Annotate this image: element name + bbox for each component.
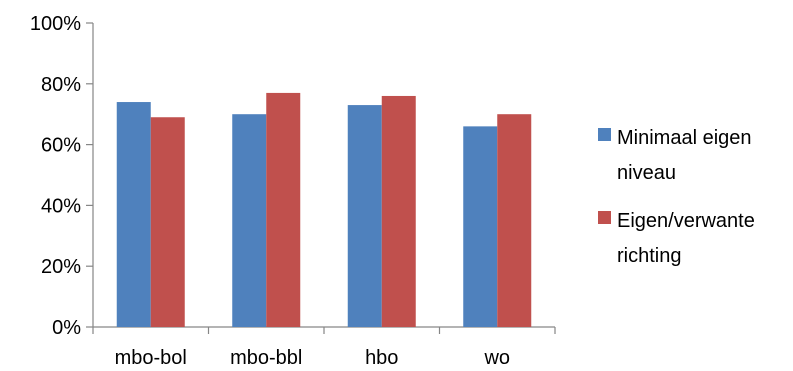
bar-minimaal-eigen-niveau xyxy=(232,114,267,327)
x-tick-label: hbo xyxy=(365,347,398,369)
y-tick-label: 100% xyxy=(30,13,81,35)
y-tick-label: 0% xyxy=(52,317,81,339)
legend-label: Minimaal eigen xyxy=(617,127,752,149)
y-tick-label: 20% xyxy=(41,256,81,278)
x-tick-label: mbo-bbl xyxy=(230,347,302,369)
legend-swatch xyxy=(598,128,611,141)
legend-label: Eigen/verwante xyxy=(617,210,755,232)
bar-eigen-verwante-richting xyxy=(381,95,416,328)
bar-minimaal-eigen-niveau xyxy=(347,105,382,327)
bar-eigen-verwante-richting xyxy=(150,117,185,328)
legend-label: richting xyxy=(617,245,681,267)
bar-eigen-verwante-richting xyxy=(266,92,301,327)
y-tick-label: 80% xyxy=(41,74,81,96)
y-tick-label: 60% xyxy=(41,135,81,157)
x-tick-label: mbo-bol xyxy=(115,347,187,369)
y-tick-label: 40% xyxy=(41,195,81,217)
bar-minimaal-eigen-niveau xyxy=(116,102,151,327)
bar-minimaal-eigen-niveau xyxy=(463,126,498,327)
x-tick-label: wo xyxy=(483,347,510,369)
bars xyxy=(116,92,532,328)
y-axis: 0% 20% 40% 60% 80% 100% xyxy=(30,13,94,339)
x-axis: mbo-bol mbo-bbl hbo wo xyxy=(92,326,556,369)
legend-label: niveau xyxy=(617,162,676,184)
legend-swatch xyxy=(598,211,611,224)
legend: Minimaal eigen niveau Eigen/verwante richti… xyxy=(598,127,755,267)
bar-eigen-verwante-richting xyxy=(497,114,532,327)
